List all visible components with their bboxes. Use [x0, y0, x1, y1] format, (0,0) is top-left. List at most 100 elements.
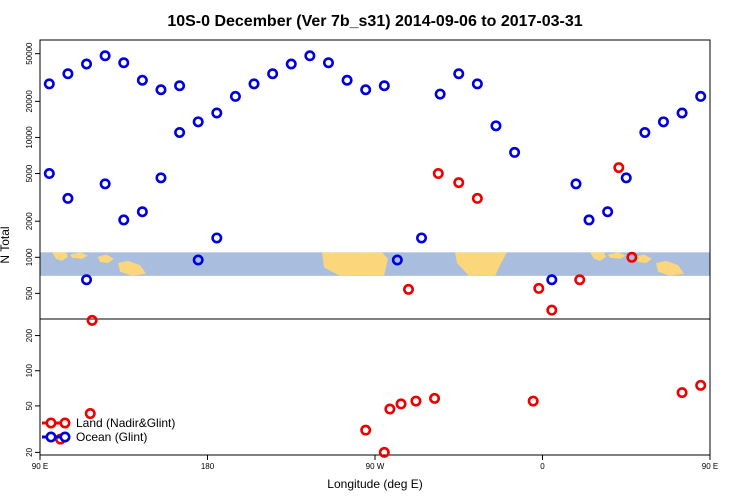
data-point	[81, 274, 93, 286]
data-point	[429, 392, 441, 404]
y-tick-label: 20000	[25, 90, 34, 113]
data-point	[155, 84, 167, 96]
data-point	[86, 314, 98, 326]
y-tick-label: 2000	[25, 212, 34, 230]
landmass-indonesia	[52, 252, 68, 261]
data-point	[676, 107, 688, 119]
data-point	[695, 379, 707, 391]
x-tick-label: 90 E	[702, 462, 718, 471]
data-point	[626, 251, 638, 263]
data-point	[229, 90, 241, 102]
data-point	[43, 168, 55, 180]
data-point	[192, 116, 204, 128]
data-point	[174, 80, 186, 92]
data-point	[378, 446, 390, 458]
y-tick-label: 5000	[25, 164, 34, 182]
data-point	[620, 172, 632, 184]
data-point	[136, 206, 148, 218]
data-point	[174, 126, 186, 138]
data-point	[570, 178, 582, 190]
data-point	[62, 68, 74, 80]
data-point	[490, 120, 502, 132]
x-axis-label: Longitude (deg E)	[327, 477, 422, 491]
data-point	[211, 232, 223, 244]
y-tick-label: 20	[25, 447, 34, 456]
data-point	[267, 68, 279, 80]
data-point	[453, 68, 465, 80]
data-point	[360, 84, 372, 96]
series-ocean-glint-	[43, 50, 707, 286]
y-tick-label: 50000	[25, 42, 34, 65]
x-tick-label: 180	[201, 462, 215, 471]
landmass-newguinea	[118, 260, 146, 276]
data-point	[410, 395, 422, 407]
data-point	[471, 192, 483, 204]
y-tick-label: 50	[25, 401, 34, 410]
data-point	[248, 78, 260, 90]
x-tick-label: 90 E	[32, 462, 48, 471]
legend: Land (Nadir&Glint) Ocean (Glint)	[42, 416, 175, 444]
data-point	[99, 178, 111, 190]
data-point	[341, 74, 353, 86]
data-point	[602, 206, 614, 218]
y-tick-label: 10000	[25, 126, 34, 149]
data-point	[84, 408, 96, 420]
data-point	[676, 387, 688, 399]
legend-land-key	[42, 417, 71, 429]
data-point	[509, 146, 521, 158]
landmass-sulawesi	[98, 254, 114, 264]
landmass-sulawesi-2	[636, 254, 652, 264]
landmass-borneo-2	[608, 252, 626, 259]
legend-ocean-label: Ocean (Glint)	[76, 430, 147, 444]
data-point	[378, 80, 390, 92]
data-point	[695, 90, 707, 102]
data-point	[527, 395, 539, 407]
data-point	[434, 88, 446, 100]
landmass-south-america	[322, 252, 388, 276]
data-point	[384, 403, 396, 415]
data-point	[416, 232, 428, 244]
y-tick-label: 500	[25, 286, 34, 300]
y-tick-label: 1000	[25, 248, 34, 266]
data-point	[136, 74, 148, 86]
y-tick-label: 200	[25, 328, 34, 342]
data-point	[360, 424, 372, 436]
data-point	[322, 57, 334, 69]
data-point	[657, 116, 669, 128]
data-point	[99, 50, 111, 62]
chart-title: 10S-0 December (Ver 7b_s31) 2014-09-06 t…	[167, 13, 582, 30]
data-point	[639, 126, 651, 138]
data-point	[613, 162, 625, 174]
legend-ocean-key	[42, 431, 71, 443]
y-tick-label: 100	[25, 364, 34, 378]
series-land-nadir-glint-	[54, 162, 707, 458]
data-point	[546, 304, 558, 316]
data-point	[285, 58, 297, 70]
data-point	[118, 57, 130, 69]
data-point	[395, 398, 407, 410]
plot-frame	[39, 39, 711, 456]
x-tick-label: 0	[540, 462, 545, 471]
data-point	[43, 78, 55, 90]
data-point	[211, 107, 223, 119]
data-point	[453, 177, 465, 189]
data-point	[304, 50, 316, 62]
data-point	[118, 214, 130, 226]
x-tick-label: 90 W	[366, 462, 385, 471]
data-point	[155, 172, 167, 184]
data-point	[546, 274, 558, 286]
data-point	[192, 254, 204, 266]
landmass-borneo	[70, 252, 88, 259]
data-point	[402, 283, 414, 295]
data-point	[583, 214, 595, 226]
data-point	[391, 254, 403, 266]
landmass-newguinea-2	[656, 260, 684, 276]
data-point	[62, 192, 74, 204]
data-point	[471, 78, 483, 90]
data-point	[432, 168, 444, 180]
y-axis-label: N Total	[0, 226, 12, 263]
legend-land-label: Land (Nadir&Glint)	[76, 416, 175, 430]
data-point	[574, 274, 586, 286]
data-markers	[43, 50, 707, 458]
